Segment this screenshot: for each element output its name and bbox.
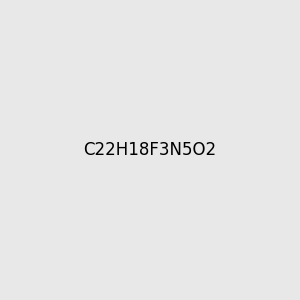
Text: C22H18F3N5O2: C22H18F3N5O2 — [83, 141, 217, 159]
